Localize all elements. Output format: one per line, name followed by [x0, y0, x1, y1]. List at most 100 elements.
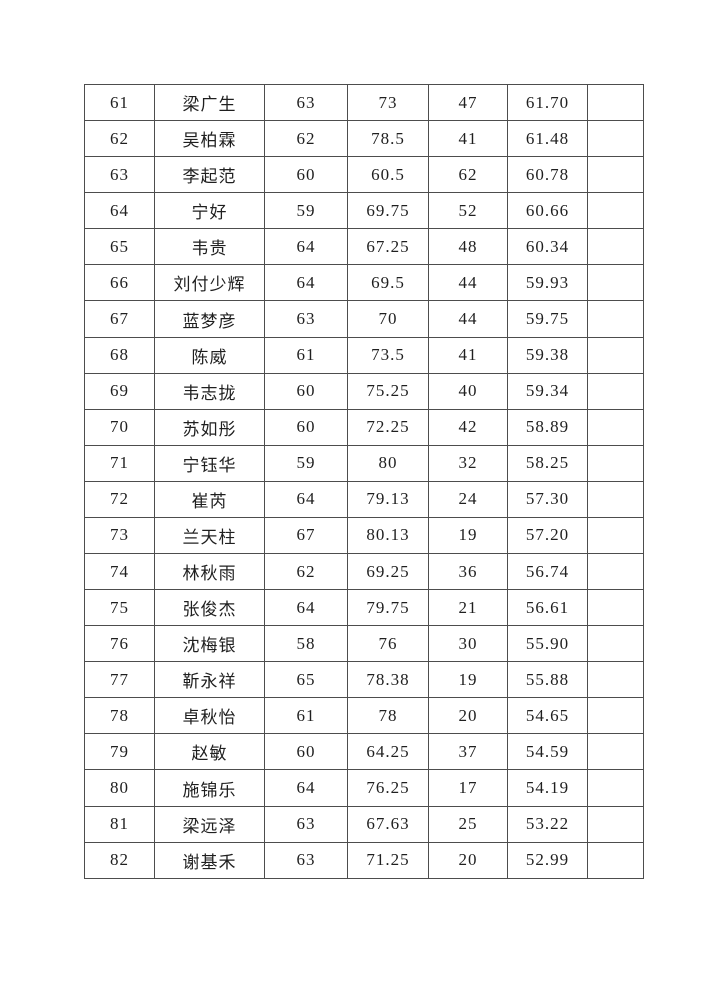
table-cell: 64 — [264, 264, 348, 302]
table-cell: 63 — [264, 83, 348, 122]
table-cell: 21 — [428, 589, 508, 627]
table-cell: 54.19 — [507, 769, 588, 807]
table-cell: 81 — [84, 805, 155, 843]
table-cell: 77 — [84, 661, 155, 699]
table-cell: 58.25 — [507, 444, 588, 482]
table-cell: 崔芮 — [154, 480, 265, 518]
table-cell: 42 — [428, 408, 508, 446]
table-row: 66 刘付少辉 64 69.5 44 59.93 — [84, 264, 644, 302]
table-cell: 78 — [84, 697, 155, 735]
table-cell: 60 — [264, 733, 348, 771]
table-cell: 52.99 — [507, 841, 588, 880]
table-cell: 61 — [264, 336, 348, 374]
table-cell: 蓝梦彦 — [154, 300, 265, 338]
table-cell: 48 — [428, 228, 508, 266]
table-cell: 57.30 — [507, 480, 588, 518]
table-cell: 62 — [84, 120, 155, 158]
table-cell: 59 — [264, 192, 348, 230]
table-cell — [587, 697, 644, 735]
table-cell: 40 — [428, 372, 508, 410]
table-row: 82 谢基禾 63 71.25 20 52.99 — [84, 841, 644, 880]
table-cell: 卓秋怡 — [154, 697, 265, 735]
table-cell: 63 — [84, 156, 155, 194]
table-cell: 64 — [264, 769, 348, 807]
table-cell: 73.5 — [347, 336, 429, 374]
table-cell: 30 — [428, 625, 508, 663]
table-cell: 71.25 — [347, 841, 429, 880]
table-cell: 76.25 — [347, 769, 429, 807]
table-cell: 67.63 — [347, 805, 429, 843]
table-cell: 19 — [428, 516, 508, 555]
table-row: 61 梁广生 63 73 47 61.70 — [84, 83, 644, 122]
table-cell — [587, 83, 644, 122]
table-cell: 59.38 — [507, 336, 588, 374]
table-cell: 75 — [84, 589, 155, 627]
table-cell: 52 — [428, 192, 508, 230]
table-cell: 60.34 — [507, 228, 588, 266]
table-cell: 施锦乐 — [154, 769, 265, 807]
table-body: 61 梁广生 63 73 47 61.70 62 吴柏霖 62 78.5 41 61.48 63 李起范 6… — [84, 83, 644, 880]
table-cell: 37 — [428, 733, 508, 771]
table-cell: 梁广生 — [154, 83, 265, 122]
table-cell: 20 — [428, 841, 508, 880]
table-cell: 53.22 — [507, 805, 588, 843]
table-cell: 76 — [84, 625, 155, 663]
table-cell: 55.88 — [507, 661, 588, 699]
table-cell: 80 — [84, 769, 155, 807]
table-row: 65 韦贵 64 67.25 48 60.34 — [84, 228, 644, 266]
table-cell: 55.90 — [507, 625, 588, 663]
table-cell — [587, 264, 644, 302]
table-row: 75 张俊杰 64 79.75 21 56.61 — [84, 589, 644, 627]
table-cell: 36 — [428, 553, 508, 591]
table-row: 76 沈梅银 58 76 30 55.90 — [84, 625, 644, 663]
table-cell: 67 — [84, 300, 155, 338]
table-cell: 陈威 — [154, 336, 265, 374]
table-row: 77 靳永祥 65 78.38 19 55.88 — [84, 661, 644, 699]
table-cell: 吴柏霖 — [154, 120, 265, 158]
table-cell — [587, 300, 644, 338]
table-cell — [587, 192, 644, 230]
table-cell: 韦贵 — [154, 228, 265, 266]
table-cell: 64 — [264, 228, 348, 266]
table-cell: 64 — [84, 192, 155, 230]
table-cell — [587, 228, 644, 266]
table-cell: 79.75 — [347, 589, 429, 627]
table-cell: 78.5 — [347, 120, 429, 158]
table-cell: 61.70 — [507, 83, 588, 122]
table-cell: 62 — [264, 553, 348, 591]
score-table: 61 梁广生 63 73 47 61.70 62 吴柏霖 62 78.5 41 61.48 63 李起范 6… — [84, 83, 644, 880]
table-cell: 70 — [347, 300, 429, 338]
table-cell — [587, 805, 644, 843]
table-cell: 64.25 — [347, 733, 429, 771]
table-cell: 60.66 — [507, 192, 588, 230]
table-cell: 谢基禾 — [154, 841, 265, 880]
table-row: 78 卓秋怡 61 78 20 54.65 — [84, 697, 644, 735]
table-cell: 58.89 — [507, 408, 588, 446]
table-cell: 苏如彤 — [154, 408, 265, 446]
table-cell: 61.48 — [507, 120, 588, 158]
table-cell: 67.25 — [347, 228, 429, 266]
table-cell: 54.65 — [507, 697, 588, 735]
table-cell — [587, 444, 644, 482]
table-row: 70 苏如彤 60 72.25 42 58.89 — [84, 408, 644, 446]
table-row: 64 宁好 59 69.75 52 60.66 — [84, 192, 644, 230]
table-cell: 60 — [264, 408, 348, 446]
table-cell — [587, 372, 644, 410]
table-row: 72 崔芮 64 79.13 24 57.30 — [84, 480, 644, 518]
table-cell: 60.78 — [507, 156, 588, 194]
table-row: 81 梁远泽 63 67.63 25 53.22 — [84, 805, 644, 843]
table-row: 69 韦志拢 60 75.25 40 59.34 — [84, 372, 644, 410]
table-cell: 韦志拢 — [154, 372, 265, 410]
table-cell — [587, 120, 644, 158]
table-cell: 63 — [264, 805, 348, 843]
table-cell: 73 — [84, 516, 155, 555]
table-cell — [587, 661, 644, 699]
table-row: 79 赵敏 60 64.25 37 54.59 — [84, 733, 644, 771]
table-cell: 59 — [264, 444, 348, 482]
table-cell: 沈梅银 — [154, 625, 265, 663]
table-cell: 44 — [428, 264, 508, 302]
table-cell — [587, 589, 644, 627]
table-cell: 24 — [428, 480, 508, 518]
table-cell — [587, 769, 644, 807]
